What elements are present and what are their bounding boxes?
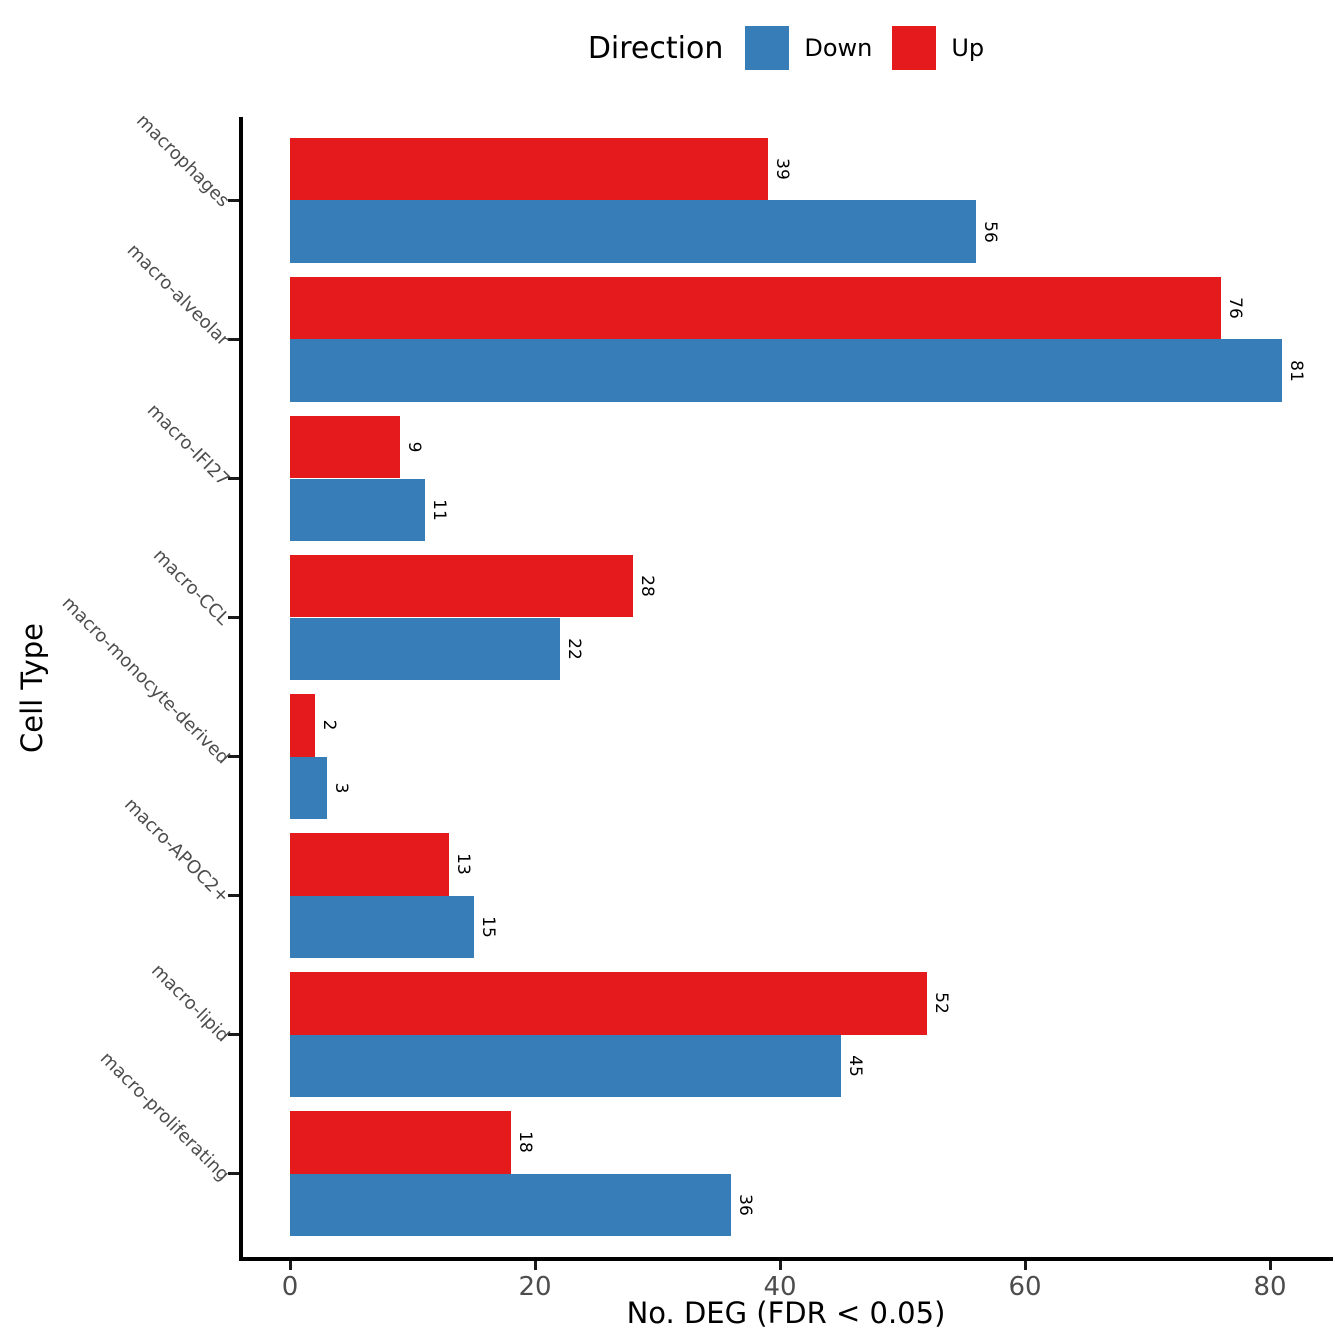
bar-up-macrophages [290,137,768,201]
bar-up-macro-IFI27 [290,415,401,479]
y-axis-title: Cell Type [15,622,49,754]
y-category-label: macro-lipid [147,959,234,1047]
bar-value-label: 52 [931,992,951,1015]
bar-up-macro-alveolar [290,276,1221,340]
y-category-label: macro-proliferating [95,1047,234,1186]
y-tick [228,894,239,897]
bar-down-macro-CCL [290,617,560,681]
y-tick [228,1033,239,1037]
x-tick [778,1261,782,1270]
x-axis-title: No. DEG (FDR < 0.05) [626,1296,946,1330]
bar-down-macro-proliferating [290,1173,731,1237]
bar-up-macro-monocyte-derived [290,694,315,757]
bar-down-macro-APOC2+ [290,895,474,959]
bar-value-label: 22 [563,637,584,660]
y-category-label: macro-APOC2+ [120,793,234,907]
bar-down-macro-IFI27 [290,478,425,542]
y-tick [228,477,239,480]
bar-down-macro-alveolar [290,339,1283,402]
x-tick-label: 20 [518,1272,552,1302]
bar-value-label: 76 [1225,297,1245,320]
bar-down-macro-monocyte-derived [290,756,327,820]
plot-panel [239,117,1333,1261]
y-category-label: macrophages [132,110,234,212]
legend-swatch-up-icon [892,26,937,70]
bar-value-label: 15 [477,915,498,938]
x-tick [288,1261,292,1270]
y-tick [228,198,239,202]
x-tick-label: 40 [763,1272,797,1302]
y-tick [228,755,239,758]
legend-swatch-down-icon [745,26,790,70]
bar-value-label: 28 [637,575,657,598]
legend-label-down: Down [804,34,873,62]
bar-down-macrophages [290,200,976,263]
bar-value-label: 9 [404,441,425,453]
y-category-label: macro-IFI27 [142,399,234,490]
bar-up-macro-CCL [290,554,633,618]
x-tick [533,1261,537,1270]
bar-value-label: 56 [980,220,1000,243]
x-tick [1023,1261,1027,1270]
x-tick-label: 0 [281,1272,299,1302]
legend-item-up: Up [892,26,984,70]
bar-up-macro-lipid [290,972,927,1035]
x-tick-label: 80 [1253,1272,1287,1302]
bar-value-label: 45 [845,1054,866,1077]
bar-value-label: 81 [1286,359,1307,382]
bar-value-label: 39 [771,158,792,180]
legend: Direction Down Up [239,24,1333,72]
y-tick [228,337,239,341]
y-tick [228,616,239,619]
bar-value-label: 3 [330,782,351,794]
bar-value-label: 13 [453,853,474,876]
bar-value-label: 2 [318,719,339,731]
legend-item-down: Down [745,26,872,70]
x-tick-label: 60 [1008,1272,1042,1302]
y-category-label: macro-CCL [148,544,234,629]
bar-down-macro-lipid [290,1034,842,1098]
bar-value-label: 36 [735,1194,755,1216]
legend-label-up: Up [951,34,985,62]
bar-value-label: 11 [428,498,449,521]
bar-value-label: 18 [514,1131,535,1154]
bar-up-macro-proliferating [290,1111,511,1174]
y-tick [228,1172,239,1176]
y-category-label: macro-alveolar [122,240,234,351]
x-tick [1268,1261,1272,1270]
bar-up-macro-APOC2+ [290,833,450,896]
legend-title: Direction [587,30,724,66]
